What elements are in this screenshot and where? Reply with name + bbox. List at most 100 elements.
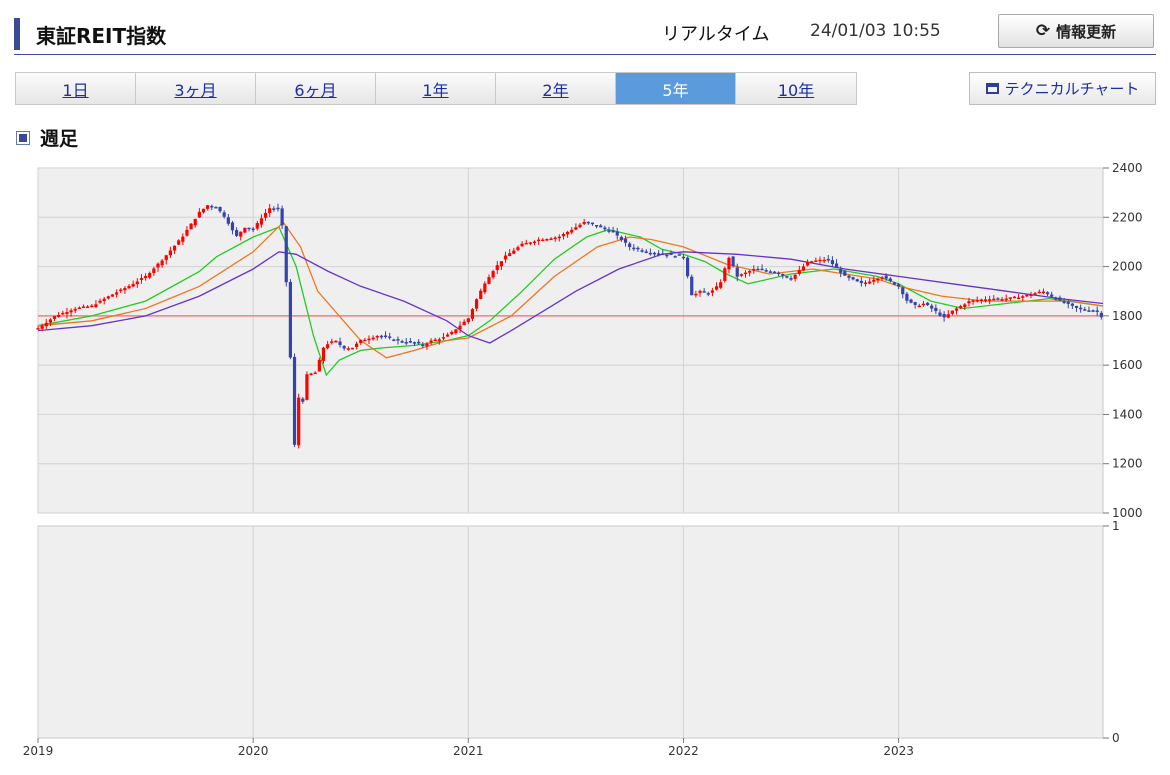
candle-body bbox=[119, 289, 123, 292]
candle-body bbox=[115, 292, 119, 295]
tab-5years[interactable]: 5年 bbox=[616, 73, 736, 104]
candle-body bbox=[164, 255, 168, 260]
candle-body bbox=[727, 257, 731, 270]
candle-body bbox=[677, 254, 681, 256]
tab-1day[interactable]: 1日 bbox=[16, 73, 136, 104]
candle-body bbox=[408, 341, 412, 343]
candle-body bbox=[284, 226, 288, 283]
candle-body bbox=[636, 247, 640, 250]
candle-body bbox=[1012, 296, 1017, 299]
technical-chart-button[interactable]: テクニカルチャート bbox=[969, 72, 1156, 105]
candle-body bbox=[743, 272, 748, 275]
candle-body bbox=[371, 337, 375, 340]
candle-body bbox=[657, 253, 661, 255]
candle-body bbox=[1004, 298, 1008, 301]
candle-body bbox=[239, 231, 243, 237]
candle-body bbox=[400, 341, 404, 343]
candle-body bbox=[566, 231, 570, 235]
candle-body bbox=[537, 239, 541, 242]
price-tick-label: 2400 bbox=[1112, 161, 1143, 175]
candle-body bbox=[288, 281, 292, 358]
candle-body bbox=[748, 271, 752, 273]
tab-6months[interactable]: 6ヶ月 bbox=[256, 73, 376, 104]
candle-body bbox=[73, 308, 77, 311]
window-icon bbox=[985, 83, 999, 94]
candle-body bbox=[1021, 296, 1025, 298]
candle-body bbox=[326, 344, 330, 349]
candle-body bbox=[123, 288, 127, 291]
candle-body bbox=[818, 259, 822, 262]
candle-body bbox=[392, 339, 396, 342]
candle-body bbox=[346, 348, 350, 350]
candle-body bbox=[297, 397, 301, 446]
candle-body bbox=[172, 245, 177, 251]
candle-body bbox=[528, 242, 532, 244]
candle-body bbox=[1058, 297, 1062, 301]
candle-body bbox=[992, 298, 996, 301]
candle-body bbox=[508, 253, 512, 257]
price-chart: 1000 1200 1400 1600 1800 2000 2200 2400 2019 2020… bbox=[23, 161, 1143, 758]
tab-2years[interactable]: 2年 bbox=[496, 73, 616, 104]
candle-body bbox=[934, 307, 938, 312]
candle-body bbox=[44, 322, 48, 327]
tab-10years[interactable]: 10年 bbox=[736, 73, 856, 104]
candle-body bbox=[735, 267, 739, 277]
candle-body bbox=[1045, 292, 1050, 295]
candle-body bbox=[359, 339, 363, 344]
candle-body bbox=[619, 236, 623, 241]
tab-1year[interactable]: 1年 bbox=[376, 73, 496, 104]
candle-body bbox=[193, 218, 197, 226]
candle-body bbox=[1070, 303, 1074, 306]
candle-body bbox=[168, 250, 173, 256]
candle-body bbox=[367, 338, 371, 341]
candle-body bbox=[685, 257, 690, 277]
candle-body bbox=[946, 314, 950, 318]
candle-body bbox=[77, 307, 81, 310]
candle-body bbox=[706, 293, 710, 295]
candle-body bbox=[541, 239, 545, 242]
candle-body bbox=[557, 236, 561, 239]
candle-body bbox=[863, 282, 868, 285]
candle-body bbox=[611, 230, 615, 233]
candle-body bbox=[983, 299, 988, 301]
candle-body bbox=[466, 318, 470, 322]
candle-body bbox=[52, 316, 57, 319]
candle-body bbox=[913, 302, 917, 305]
candle-body bbox=[1008, 297, 1012, 299]
price-tick-label: 1200 bbox=[1112, 457, 1143, 471]
candle-body bbox=[110, 294, 115, 297]
candle-body bbox=[652, 252, 657, 255]
candle-body bbox=[292, 356, 297, 445]
candle-body bbox=[139, 278, 144, 281]
realtime-label: リアルタイム bbox=[662, 24, 770, 45]
candle-body bbox=[301, 398, 305, 402]
candle-body bbox=[272, 208, 276, 210]
price-tick-label: 1400 bbox=[1112, 407, 1143, 421]
candle-body bbox=[255, 223, 259, 229]
candle-body bbox=[950, 310, 954, 314]
price-tick-label: 1000 bbox=[1112, 506, 1143, 520]
candle-body bbox=[814, 260, 818, 262]
candle-body bbox=[665, 254, 669, 257]
candle-body bbox=[1087, 310, 1091, 312]
candle-body bbox=[901, 287, 905, 295]
candle-body bbox=[888, 278, 892, 282]
candle-body bbox=[925, 302, 930, 306]
candle-body bbox=[98, 300, 102, 303]
candle-body bbox=[607, 230, 611, 232]
page-title: 東証REIT指数 bbox=[36, 24, 167, 48]
tab-3months[interactable]: 3ヶ月 bbox=[136, 73, 256, 104]
candle-body bbox=[698, 290, 702, 293]
candle-body bbox=[1066, 301, 1070, 304]
candle-body bbox=[330, 341, 334, 343]
price-tick-label: 1600 bbox=[1112, 358, 1143, 372]
candle-body bbox=[90, 305, 94, 308]
candle-body bbox=[483, 283, 487, 293]
candle-body bbox=[1037, 291, 1041, 294]
candle-body bbox=[127, 285, 131, 289]
candle-body bbox=[876, 278, 880, 281]
price-tick-label: 2000 bbox=[1112, 260, 1143, 274]
candle-body bbox=[789, 278, 793, 280]
refresh-button[interactable]: ⟳ 情報更新 bbox=[998, 14, 1154, 48]
candle-body bbox=[623, 238, 628, 243]
